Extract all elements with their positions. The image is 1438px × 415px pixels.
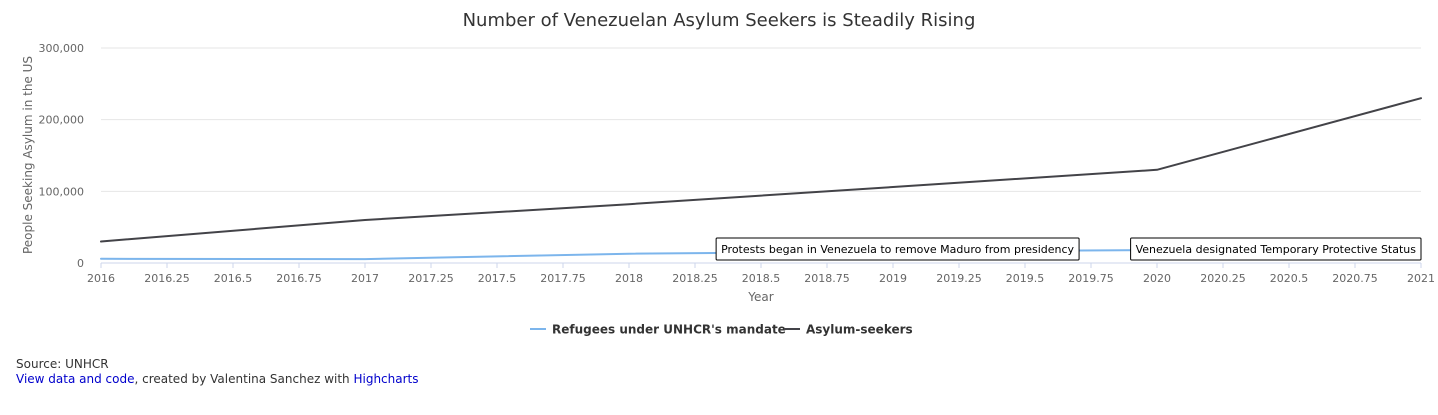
legend-item-asylum-seekers[interactable]: Asylum-seekers	[784, 323, 913, 337]
y-tick-label: 0	[77, 257, 84, 270]
x-tick-label: 2018.5	[742, 272, 781, 285]
x-tick-label: 2017.75	[540, 272, 586, 285]
x-tick-label: 2016.5	[214, 272, 253, 285]
y-tick-label: 200,000	[39, 114, 85, 127]
view-data-link[interactable]: View data and code	[16, 372, 135, 386]
x-tick-label: 2020.25	[1200, 272, 1246, 285]
annotation-box	[1130, 237, 1422, 261]
x-tick-label: 2019.25	[936, 272, 982, 285]
legend-label-asylum-seekers[interactable]: Asylum-seekers	[806, 323, 913, 337]
x-tick-label: 2017.5	[478, 272, 517, 285]
legend-label-refugees[interactable]: Refugees under UNHCR's mandate	[552, 323, 786, 337]
x-tick-label: 2019.75	[1068, 272, 1114, 285]
x-tick-label: 2017	[351, 272, 379, 285]
footer: Source: UNHCR View data and code, create…	[16, 357, 419, 387]
x-tick-label: 2021	[1407, 272, 1435, 285]
x-tick-label: 2018.25	[672, 272, 718, 285]
grid-lines	[101, 47, 1421, 192]
x-axis-label: Year	[747, 290, 773, 304]
series-lines	[100, 97, 1422, 261]
annotations: Protests began in Venezuela to remove Ma…	[715, 237, 1422, 261]
y-axis-ticks: 0 100,000 200,000 300,000	[39, 42, 85, 270]
annotation-box	[715, 237, 1080, 261]
legend: Refugees under UNHCR's mandate Asylum-se…	[530, 323, 913, 337]
chart-title: Number of Venezuelan Asylum Seekers is S…	[463, 10, 976, 31]
x-axis-ticks: 2016 2016.25 2016.5 2016.75 2017 2017.25 2017.…	[87, 263, 1435, 285]
credits-line: View data and code, created by Valentina…	[16, 372, 419, 387]
x-tick-label: 2018.75	[804, 272, 850, 285]
source-text: Source: UNHCR	[16, 357, 109, 371]
x-tick-label: 2017.25	[408, 272, 454, 285]
x-tick-label: 2020.75	[1332, 272, 1378, 285]
credit-text: , created by Valentina Sanchez with	[134, 372, 354, 386]
x-tick-label: 2018	[615, 272, 643, 285]
chart: Number of Venezuelan Asylum Seekers is S…	[21, 10, 1435, 337]
y-axis-label: People Seeking Asylum in the US	[21, 56, 35, 254]
annotation-text: Protests began in Venezuela to remove Ma…	[721, 243, 1074, 256]
highcharts-link[interactable]: Highcharts	[353, 372, 419, 386]
series-line-asylum-seekers[interactable]	[100, 97, 1422, 243]
x-tick-label: 2019.5	[1006, 272, 1045, 285]
x-tick-label: 2020	[1143, 272, 1171, 285]
annotation-label: Protests began in Venezuela to remove Ma…	[715, 237, 1080, 261]
annotation-text: Venezuela designated Temporary Protectiv…	[1136, 243, 1417, 256]
x-tick-label: 2016	[87, 272, 115, 285]
y-tick-label: 100,000	[39, 185, 85, 198]
x-tick-label: 2016.25	[144, 272, 190, 285]
y-tick-label: 300,000	[39, 42, 85, 55]
annotation-label: Venezuela designated Temporary Protectiv…	[1130, 237, 1422, 261]
x-tick-label: 2016.75	[276, 272, 322, 285]
x-tick-label: 2019	[879, 272, 907, 285]
x-tick-label: 2020.5	[1270, 272, 1309, 285]
legend-item-refugees[interactable]: Refugees under UNHCR's mandate	[530, 323, 786, 337]
